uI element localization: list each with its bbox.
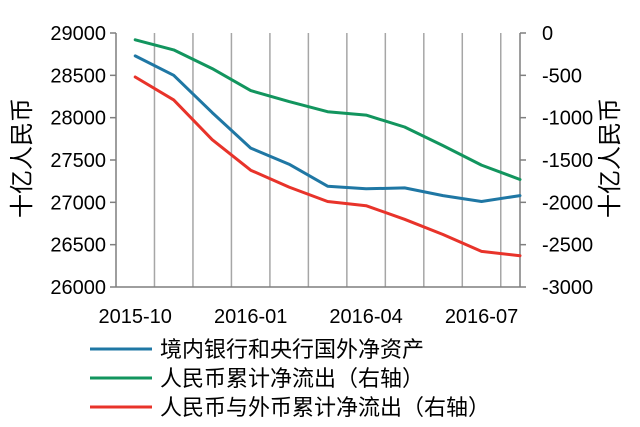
right-y-tick-label: -3000 <box>542 277 593 299</box>
x-tick-label: 2015-10 <box>99 306 172 328</box>
left-y-tick-label: 28500 <box>50 65 106 87</box>
series-line-3 <box>133 75 522 258</box>
right-y-tick-label: -2500 <box>542 235 593 257</box>
right-y-tick-label: -2000 <box>542 192 593 214</box>
tick-labels: 26000 26500 27000 27500 28000 28500 29000 -3000… <box>50 23 593 328</box>
left-y-tick-label: 26000 <box>50 277 106 299</box>
legend-label-2: 人民币累计净流出（右轴） <box>160 366 424 391</box>
left-y-tick-label: 26500 <box>50 235 106 257</box>
left-y-tick-label: 28000 <box>50 108 106 130</box>
right-y-tick-label: -1000 <box>542 108 593 130</box>
x-tick-label: 2016-01 <box>214 306 287 328</box>
left-y-tick-label: 27500 <box>50 150 106 172</box>
right-y-axis-label: 十亿人民币 <box>597 98 624 218</box>
series-lines <box>133 38 522 258</box>
left-y-axis-label: 十亿人民币 <box>9 98 36 218</box>
right-y-tick-label: -500 <box>542 65 582 87</box>
right-y-tick-label: -1500 <box>542 150 593 172</box>
right-y-tick-label: 0 <box>542 23 553 45</box>
gridlines <box>153 33 502 287</box>
legend-label-3: 人民币与外币累计净流出（右轴） <box>160 395 490 420</box>
axes <box>115 33 521 288</box>
left-y-tick-label: 29000 <box>50 23 106 45</box>
x-tick-label: 2016-07 <box>445 306 518 328</box>
left-y-tick-label: 27000 <box>50 192 106 214</box>
x-tick-label: 2016-04 <box>329 306 402 328</box>
series-line-2 <box>133 38 522 181</box>
legend-label-1: 境内银行和央行国外净资产 <box>160 337 424 362</box>
series-line-1 <box>133 54 522 203</box>
